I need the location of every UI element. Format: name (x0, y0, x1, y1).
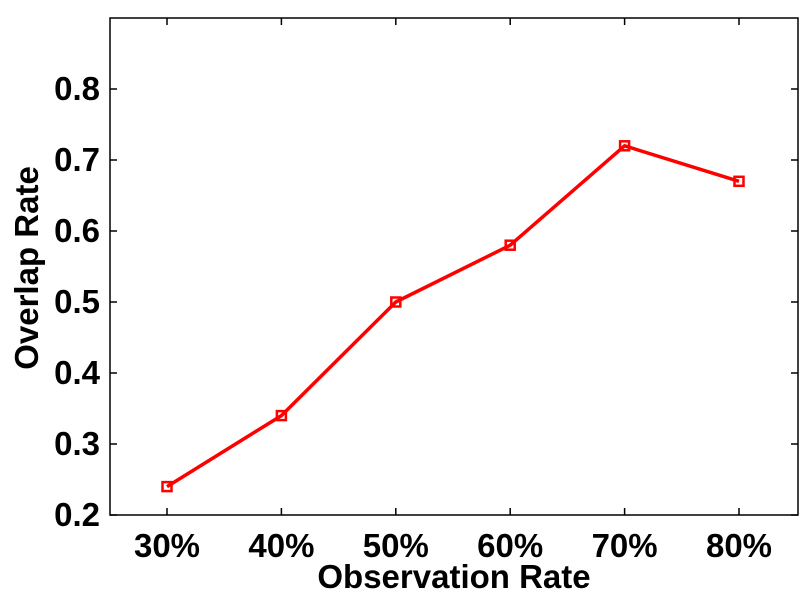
y-tick-label: 0.5 (54, 283, 100, 320)
y-tick-label: 0.3 (54, 425, 100, 462)
x-tick-label: 80% (706, 527, 772, 564)
x-tick-label: 30% (134, 527, 200, 564)
plot-area (109, 17, 799, 516)
data-point (161, 480, 173, 493)
x-tick-label: 60% (477, 527, 543, 564)
x-tick-label: 70% (592, 527, 658, 564)
x-axis: 30% 40% 50% 60% 70% 80% (134, 18, 772, 564)
data-point (390, 296, 402, 308)
x-tick-label: 50% (363, 527, 429, 564)
x-tick-label: 40% (248, 527, 314, 564)
y-axis: 0.2 0.3 0.4 0.5 0.6 0.7 0.8 (54, 70, 798, 533)
y-tick-label: 0.8 (54, 70, 100, 107)
data-point (504, 239, 516, 251)
y-tick-label: 0.2 (54, 496, 100, 533)
series-line (166, 144, 740, 489)
series-layer (161, 140, 745, 493)
y-tick-label: 0.7 (54, 141, 100, 178)
y-tick-label: 0.4 (54, 354, 101, 391)
y-tick-label: 0.6 (54, 212, 100, 249)
data-point (733, 175, 745, 188)
y-axis-title: Overlap Rate (8, 166, 45, 370)
data-point (618, 140, 631, 152)
data-point (275, 409, 288, 422)
x-axis-title: Observation Rate (317, 558, 590, 595)
